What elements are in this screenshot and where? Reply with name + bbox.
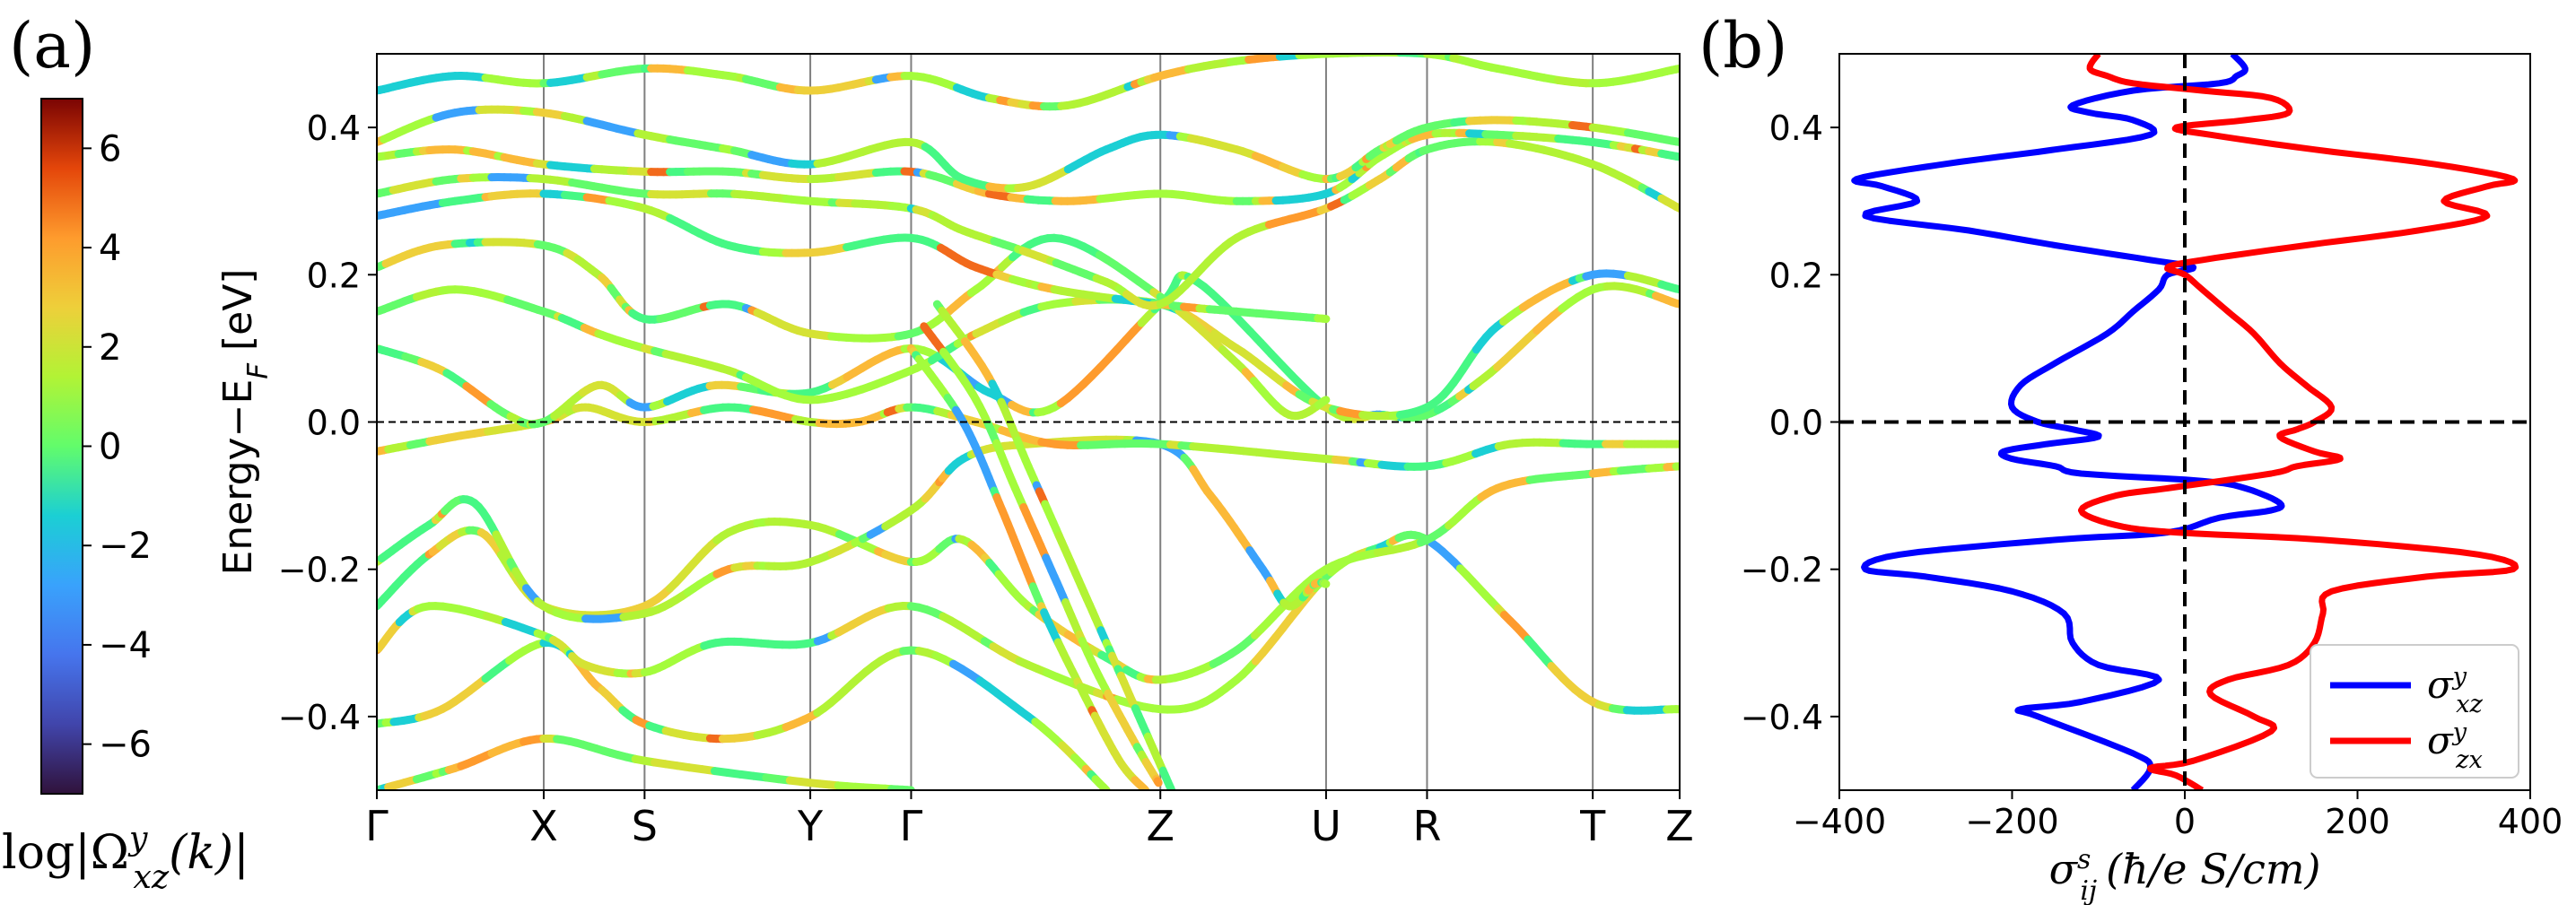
band-y-tick-label: 0.2 [307,256,361,295]
kpath-label: Z [1146,802,1174,850]
band-line [377,530,1680,715]
conductivity-x-tick-label: 0 [2174,802,2196,841]
series-line [1851,54,2285,790]
kpath-label: Γ [365,802,389,850]
conductivity-x-ticks: −400 −200 0 200 400 [1793,790,2563,841]
conductivity-x-tick-label: −400 [1793,802,1886,841]
kpath-label: X [529,802,558,850]
spin-hall-panel: 0.4 0.2 0.0 −0.2 −0.4 −400 −200 0 200 400 σs ij (ħ… [1741,53,2563,905]
colorbar-tick-label: 4 [99,228,121,269]
band-y-tick-label: −0.2 [278,551,361,590]
kpath-label: R [1412,802,1441,850]
legend-label: σy xz [2427,663,2483,718]
colorbar-tick-label: 6 [99,128,121,170]
conductivity-y-ticks: 0.4 0.2 0.0 −0.2 −0.4 [1741,109,1839,737]
band-y-tick-label: 0.4 [307,109,361,148]
conductivity-x-tick-label: 200 [2325,802,2390,841]
band-line [920,322,1163,788]
band-line [906,344,1150,790]
colorbar: 6 4 2 0 −2 −4 −6 log|Ωy xz(k)| [2,98,249,896]
band-y-ticks: 0.4 0.2 0.0 −0.2 −0.4 [278,109,377,737]
band-y-axis-label: Energy−EF [eV] [215,269,275,576]
conductivity-x-tick-label: 400 [2498,802,2563,841]
colorbar-tick-label: −2 [99,526,152,567]
colorbar-label: log|Ωy xz(k)| [2,819,249,896]
legend-box [2310,644,2519,779]
kpath-label: Γ [900,802,923,850]
band-lines [377,54,1680,790]
conductivity-y-tick-label: −0.4 [1741,698,1823,737]
band-line [377,435,1331,623]
band-line [377,639,1111,790]
colorbar-tick-label: 0 [99,427,121,468]
kpath-label: T [1579,802,1606,850]
conductivity-y-tick-label: −0.2 [1741,551,1823,590]
band-line [377,233,1331,421]
conductivity-y-tick-label: 0.4 [1769,109,1823,148]
band-y-tick-label: 0.0 [307,404,361,443]
band-line [377,137,1680,310]
band-y-tick-label: −0.4 [278,698,361,737]
conductivity-x-axis-label: σs ij (ħ/e S/cm) [2049,844,2321,905]
conductivity-y-tick-label: 0.0 [1769,404,1823,443]
colorbar-gradient [40,98,83,795]
kpath-label: Y [797,802,824,850]
panel-label-b: (b) [1698,9,1787,83]
colorbar-ticks: 6 4 2 0 −2 −4 −6 [83,128,152,766]
panel-label-a: (a) [9,9,95,83]
band-structure-panel: 0.4 0.2 0.0 −0.2 −0.4 Γ X S Y Γ Z U R T Z Energy−EF [… [215,53,1694,850]
band-line [377,54,1680,111]
band-line [377,269,1680,421]
band-line [932,300,1176,790]
legend-label: σy zx [2427,718,2483,774]
colorbar-tick-label: −4 [99,625,152,666]
band-line [377,271,1680,429]
kpath-label: Z [1665,802,1694,850]
band-line [377,189,1331,324]
kpath-label: S [632,802,658,850]
conductivity-y-tick-label: 0.2 [1769,256,1823,295]
kpath-label: U [1311,802,1341,850]
band-line [377,105,1680,193]
colorbar-tick-label: −6 [99,725,152,766]
band-line [377,128,1680,205]
conductivity-x-tick-label: −200 [1965,802,2058,841]
colorbar-tick-label: 2 [99,327,121,369]
